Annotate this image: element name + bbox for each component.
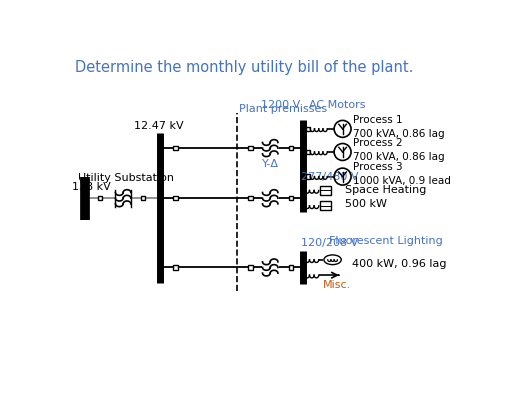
Text: Misc.: Misc. <box>323 280 352 290</box>
Text: Process 1
700 kVA, 0.86 lag: Process 1 700 kVA, 0.86 lag <box>353 114 445 138</box>
Text: Process 2
700 kVA, 0.86 lag: Process 2 700 kVA, 0.86 lag <box>353 138 445 161</box>
Bar <box>248 146 253 150</box>
Bar <box>289 196 293 200</box>
Bar <box>306 150 310 154</box>
Text: 12.47 kV: 12.47 kV <box>134 121 183 131</box>
Text: 277/480 V: 277/480 V <box>301 172 358 182</box>
Bar <box>98 196 102 200</box>
Text: Plant premisses: Plant premisses <box>239 104 328 114</box>
Bar <box>248 265 253 270</box>
Text: 138 kV: 138 kV <box>72 183 111 192</box>
Bar <box>306 174 310 179</box>
Text: 400 kW, 0.96 lag: 400 kW, 0.96 lag <box>352 259 447 268</box>
Bar <box>320 201 331 211</box>
Text: 120/208 V: 120/208 V <box>301 238 358 248</box>
Text: Fluorescent Lighting: Fluorescent Lighting <box>329 236 442 246</box>
Bar <box>173 265 178 270</box>
Text: Y-Δ: Y-Δ <box>262 159 279 169</box>
Bar <box>248 196 253 200</box>
Text: Process 3
1000 kVA, 0.9 lead: Process 3 1000 kVA, 0.9 lead <box>353 162 451 186</box>
Text: Space Heating
500 kW: Space Heating 500 kW <box>345 185 426 209</box>
Text: Determine the monthly utility bill of the plant.: Determine the monthly utility bill of th… <box>75 59 414 75</box>
Bar <box>141 196 145 200</box>
Bar <box>289 265 293 270</box>
Bar <box>306 126 310 131</box>
Bar <box>289 146 293 150</box>
Text: Utility Substation: Utility Substation <box>78 173 174 183</box>
Bar <box>173 146 178 150</box>
Text: 1200 V: 1200 V <box>261 100 300 109</box>
Bar <box>173 196 178 200</box>
Text: AC Motors: AC Motors <box>309 100 365 109</box>
Bar <box>320 186 331 195</box>
